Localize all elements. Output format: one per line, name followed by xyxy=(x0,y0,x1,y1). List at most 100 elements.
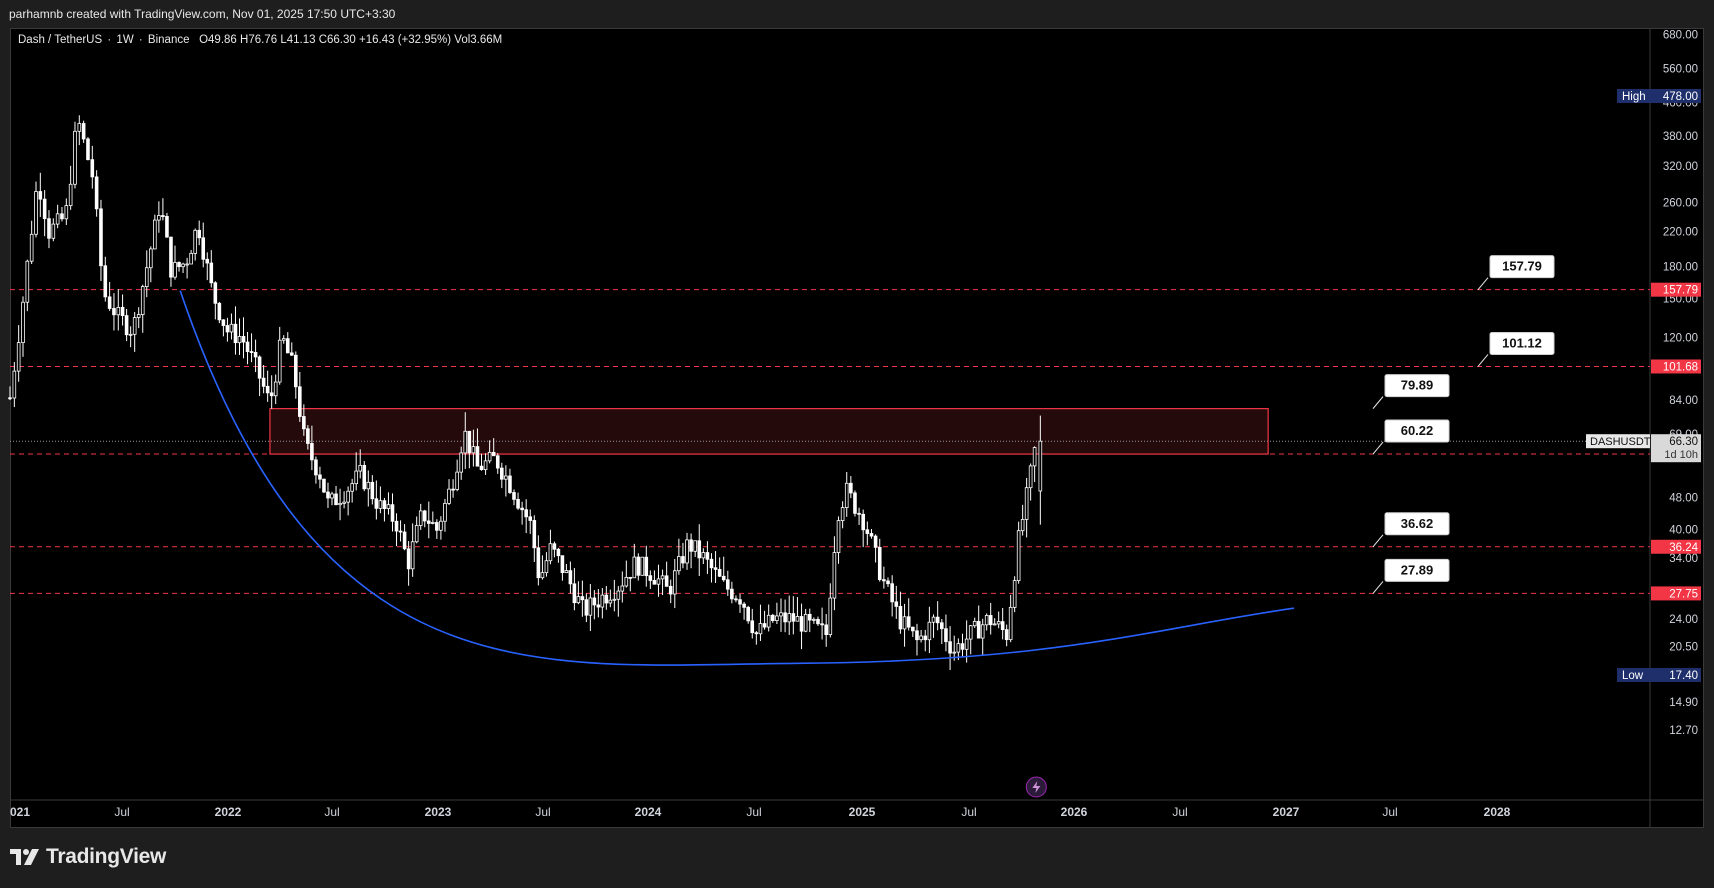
x-tick-label: 2023 xyxy=(425,805,452,819)
candle-body xyxy=(354,470,358,485)
attribution-bar: parhamnb created with TradingView.com, N… xyxy=(0,0,1714,28)
attribution-text: parhamnb created with TradingView.com, N… xyxy=(9,7,396,21)
candle-body xyxy=(656,578,661,585)
candle-body xyxy=(911,626,915,632)
candle-body xyxy=(685,539,689,564)
symbol-badge xyxy=(1586,434,1650,449)
candle-body xyxy=(832,552,837,599)
candle-body xyxy=(374,498,379,509)
candle-body xyxy=(410,541,415,570)
y-tick-label: 180.00 xyxy=(1663,262,1698,274)
candle-body xyxy=(1016,530,1021,582)
candle-body xyxy=(233,323,238,344)
candle-body xyxy=(189,252,193,265)
candle-body xyxy=(185,263,189,266)
candle-body xyxy=(721,575,726,581)
candle-body xyxy=(956,643,961,653)
symbol-legend: Dash / TetherUS · 1W · Binance O49.86 H7… xyxy=(18,34,503,46)
candle-body xyxy=(455,471,459,490)
candle-body xyxy=(342,501,346,504)
candle-body xyxy=(169,236,173,278)
candle-body xyxy=(467,430,472,454)
current-price-label: 66.30 xyxy=(1669,436,1698,448)
candle-body xyxy=(596,604,601,608)
candle-body xyxy=(795,616,800,622)
candle-body xyxy=(94,176,99,210)
candle-body xyxy=(451,488,455,491)
candle-body xyxy=(322,478,326,493)
x-tick-label: Jul xyxy=(324,805,339,819)
extreme-label: Low xyxy=(1622,670,1644,682)
candle-body xyxy=(730,588,734,600)
candle-body xyxy=(644,556,649,577)
candle-body xyxy=(604,594,609,604)
candle-body xyxy=(648,575,653,581)
candle-body xyxy=(516,498,520,509)
candle-body xyxy=(890,583,894,603)
candle-body xyxy=(1004,629,1009,641)
x-tick-label: Jul xyxy=(961,805,976,819)
candle-body xyxy=(77,123,82,132)
candle-body xyxy=(25,260,30,303)
candle-body xyxy=(844,482,849,509)
price-axis-badge-label: 101.68 xyxy=(1663,361,1698,373)
candle-body xyxy=(370,481,375,500)
candle-body xyxy=(540,572,545,579)
candle-body xyxy=(668,585,673,595)
candle-body xyxy=(225,325,230,333)
candle-body xyxy=(624,576,629,587)
candle-body xyxy=(73,130,77,185)
candle-body xyxy=(877,546,882,580)
legend-symbol[interactable]: Dash / TetherUS xyxy=(18,34,103,46)
callout-box xyxy=(1384,419,1450,443)
candle-body xyxy=(161,215,165,217)
candle-body xyxy=(660,575,665,580)
candle-body xyxy=(249,351,254,353)
candle-body xyxy=(640,556,645,576)
candle-body xyxy=(12,370,17,399)
candle-body xyxy=(459,452,464,473)
candle-body xyxy=(334,493,338,506)
candle-body xyxy=(620,585,625,592)
candle-body xyxy=(652,580,657,585)
candle-body xyxy=(394,520,399,532)
candle-body xyxy=(988,615,993,626)
candle-body xyxy=(475,446,480,467)
legend-interval[interactable]: 1W xyxy=(116,34,134,46)
candle-body xyxy=(828,597,833,635)
candle-body xyxy=(241,336,246,343)
candle-body xyxy=(865,529,870,534)
candle-body xyxy=(116,306,121,316)
callout-box xyxy=(1489,331,1555,355)
candle-body xyxy=(960,643,965,650)
candle-body xyxy=(857,512,861,515)
candle-body xyxy=(1012,580,1017,608)
legend-exchange: Binance xyxy=(147,34,190,46)
candle-body xyxy=(350,483,354,492)
candle-body xyxy=(314,459,318,476)
candle-body xyxy=(552,543,557,550)
candle-body xyxy=(197,229,201,239)
candle-body xyxy=(491,451,496,457)
candle-body xyxy=(306,428,310,444)
candle-body xyxy=(758,623,763,635)
candle-body xyxy=(952,651,957,654)
candle-body xyxy=(512,492,516,500)
extreme-value: 17.40 xyxy=(1669,670,1698,682)
candle-body xyxy=(775,615,779,622)
candle-body xyxy=(532,520,537,549)
tradingview-logo[interactable]: TradingView xyxy=(10,845,166,869)
extreme-value: 478.00 xyxy=(1663,91,1698,103)
callout-box xyxy=(1384,374,1450,398)
candle-body xyxy=(257,356,262,379)
candle-body xyxy=(882,579,886,582)
candle-body xyxy=(580,596,585,601)
candle-body xyxy=(277,339,282,383)
legend-open: O49.86 xyxy=(199,34,237,46)
candle-body xyxy=(132,317,137,335)
candle-body xyxy=(976,620,981,639)
candle-body xyxy=(803,613,808,632)
candle-body xyxy=(495,455,500,469)
candle-body xyxy=(128,333,133,336)
